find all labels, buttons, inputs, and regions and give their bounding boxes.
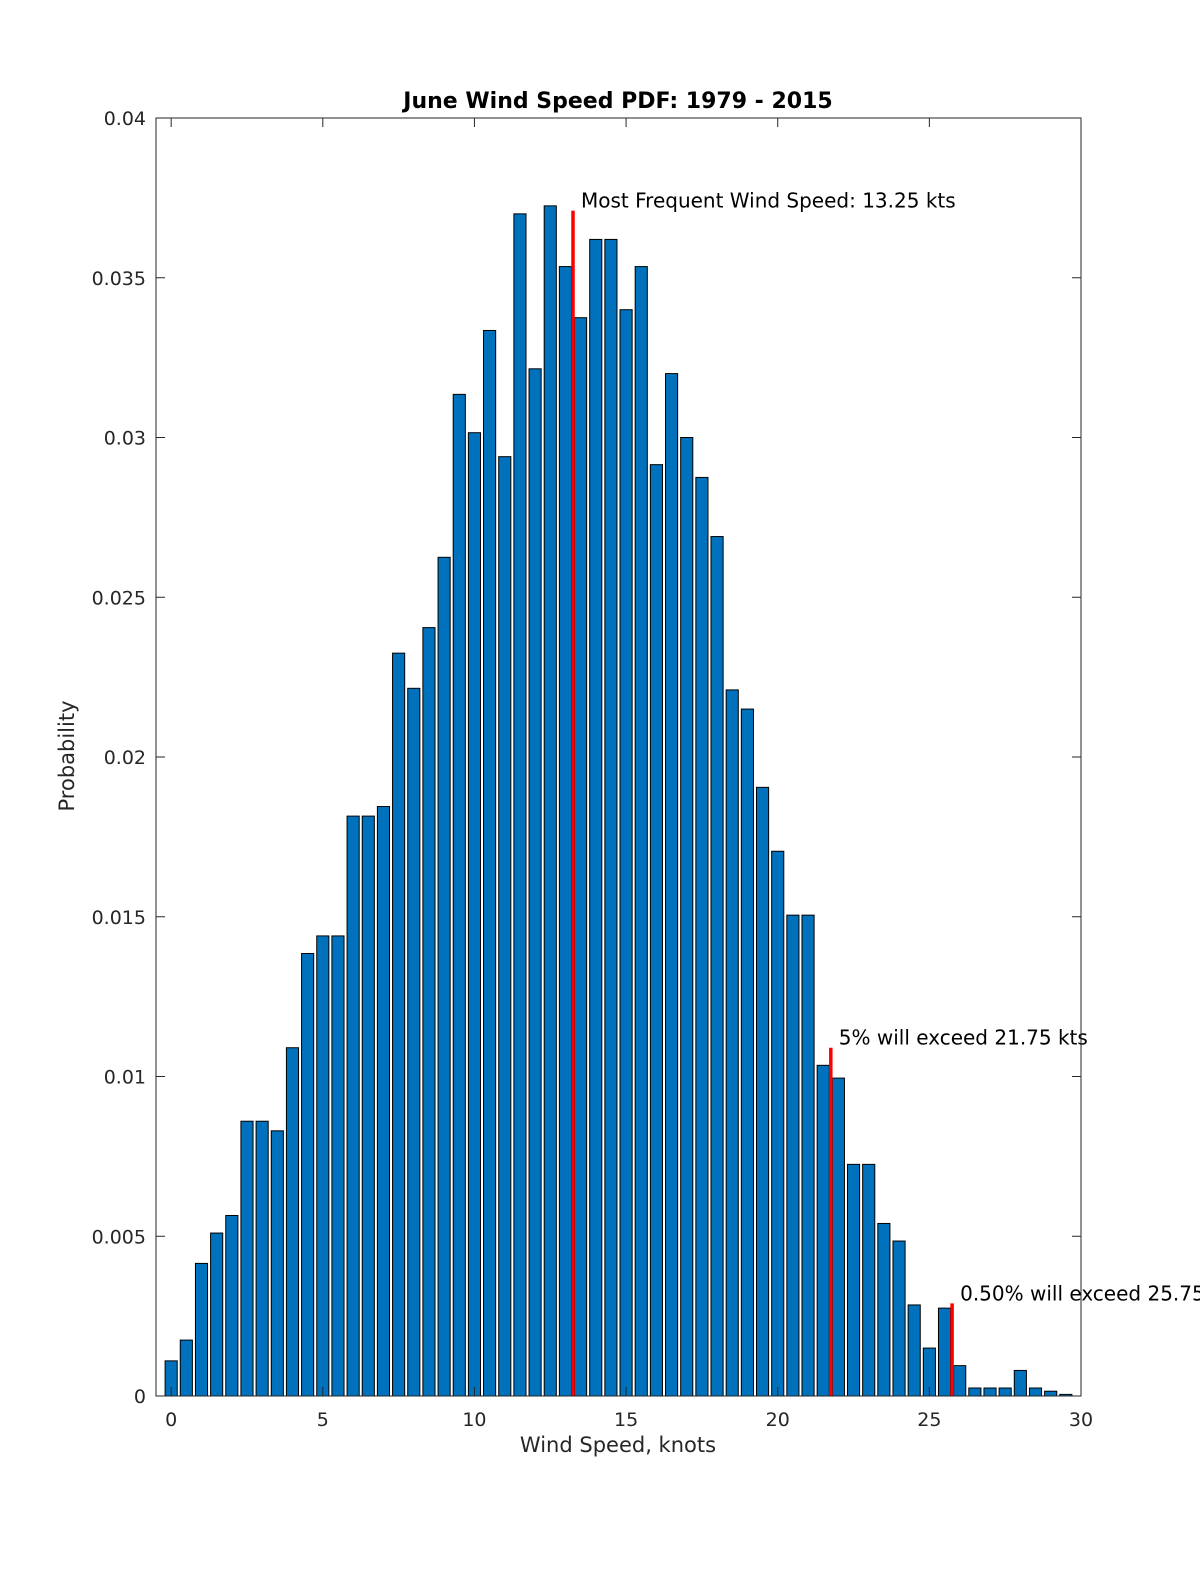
bar	[877, 1222, 891, 1397]
axes: 0 5 10 15 20 25 30 0 0.005 0.01 0.015 0.02 0.025 0.03…	[92, 108, 1094, 1431]
bar	[771, 850, 785, 1397]
bar	[816, 1064, 830, 1397]
bar	[437, 556, 451, 1397]
x-tick-label: 0	[165, 1409, 177, 1431]
bar	[892, 1240, 906, 1397]
marker-annotation: 0.50% will exceed 25.75 kts	[960, 1281, 1200, 1305]
marker-annotation: Most Frequent Wind Speed: 13.25 kts	[581, 189, 956, 213]
bar	[695, 476, 709, 1397]
bar	[240, 1120, 254, 1397]
bar	[801, 914, 815, 1397]
x-tick-label: 15	[614, 1409, 638, 1431]
y-tick-label: 0	[134, 1386, 146, 1408]
bar	[786, 914, 800, 1397]
bar	[740, 708, 754, 1397]
y-tick-label: 0.03	[104, 428, 146, 450]
bar	[361, 815, 375, 1397]
bar	[937, 1307, 952, 1397]
bar	[1028, 1387, 1043, 1397]
x-tick-label: 30	[1069, 1409, 1093, 1431]
marker-lines: Most Frequent Wind Speed: 13.25 kts 5% wi…	[571, 189, 1200, 1396]
bar	[528, 368, 542, 1397]
x-tick-label: 25	[917, 1409, 941, 1431]
bar	[1013, 1369, 1027, 1397]
bar	[665, 373, 679, 1397]
bar	[255, 1120, 269, 1397]
bar	[619, 309, 633, 1397]
bar	[422, 627, 436, 1397]
y-tick-label: 0.015	[92, 907, 146, 929]
y-tick-label: 0.04	[104, 108, 146, 130]
bar	[634, 266, 648, 1397]
bar	[998, 1387, 1012, 1397]
bar	[862, 1163, 876, 1397]
bar	[346, 815, 360, 1397]
bar-series	[164, 205, 1073, 1397]
x-tick-label: 10	[462, 1409, 486, 1431]
bar	[755, 786, 770, 1397]
bar	[301, 952, 315, 1397]
bar	[649, 464, 663, 1397]
bar	[1044, 1390, 1058, 1397]
bar	[725, 689, 739, 1397]
x-tick-label: 20	[766, 1409, 790, 1431]
y-tick-label: 0.02	[104, 747, 146, 769]
bar	[179, 1339, 193, 1397]
bar	[983, 1387, 997, 1397]
bar	[285, 1047, 300, 1397]
bar	[574, 317, 588, 1397]
bar	[225, 1214, 239, 1397]
bar	[376, 806, 391, 1397]
bar	[483, 329, 497, 1397]
bar	[270, 1130, 284, 1397]
bar	[316, 935, 330, 1397]
bar	[680, 437, 694, 1397]
bar	[467, 432, 482, 1397]
marker-annotation: 5% will exceed 21.75 kts	[839, 1026, 1088, 1050]
y-tick-label: 0.005	[92, 1226, 146, 1248]
chart-title: June Wind Speed PDF: 1979 - 2015	[401, 89, 832, 114]
bar	[407, 687, 421, 1397]
bar	[558, 266, 572, 1397]
y-tick-label: 0.025	[92, 587, 146, 609]
bar	[498, 456, 512, 1397]
bar	[907, 1304, 921, 1397]
bar	[331, 935, 345, 1397]
bar	[513, 213, 527, 1397]
y-tick-label: 0.035	[92, 268, 146, 290]
bar	[210, 1232, 224, 1397]
bar	[846, 1163, 861, 1397]
bar	[710, 536, 724, 1397]
y-axis-label: Probability	[55, 700, 79, 811]
bar	[953, 1365, 967, 1397]
bar	[968, 1387, 982, 1397]
bar	[392, 652, 406, 1397]
x-tick-label: 5	[317, 1409, 329, 1431]
bar	[589, 238, 603, 1397]
y-tick-label: 0.01	[104, 1067, 146, 1089]
bar	[452, 393, 466, 1397]
bar	[831, 1077, 845, 1397]
x-axis-label: Wind Speed, knots	[520, 1433, 716, 1457]
bar	[543, 205, 557, 1397]
bar	[604, 238, 618, 1397]
bar	[194, 1262, 209, 1397]
